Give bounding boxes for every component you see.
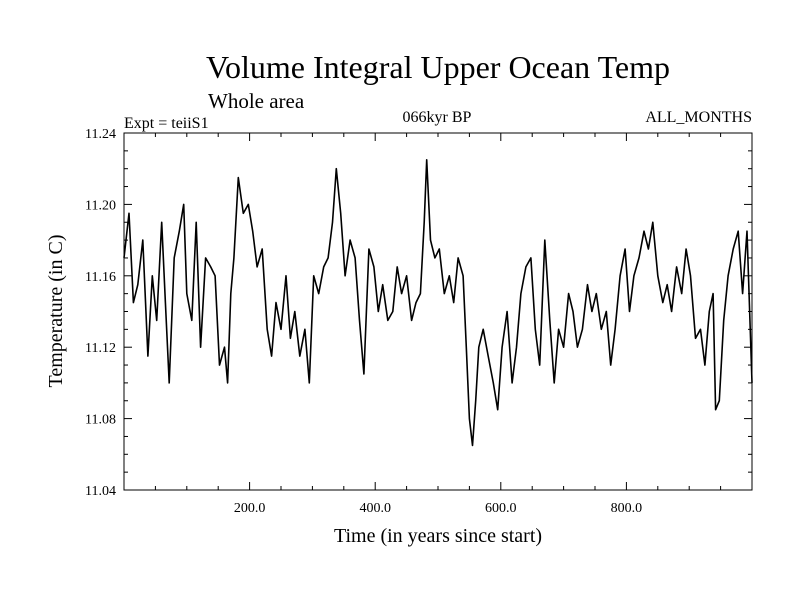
months-label: ALL_MONTHS — [645, 109, 752, 126]
chart-subtitle: Whole area — [208, 89, 305, 113]
y-tick-label: 11.16 — [85, 270, 116, 285]
x-axis-ticks: 200.0 400.0 600.0 800.0 — [154, 133, 722, 516]
x-tick-label: 200.0 — [234, 501, 266, 516]
y-tick-label: 11.20 — [85, 198, 116, 213]
y-axis-ticks: 11.04 11.08 11.12 11.16 11.20 11.24 — [85, 127, 752, 499]
x-tick-label: 800.0 — [611, 501, 643, 516]
y-tick-label: 11.12 — [85, 341, 116, 356]
y-axis-label: Temperature (in C) — [45, 235, 67, 388]
y-tick-label: 11.08 — [85, 413, 116, 428]
chart-title: Volume Integral Upper Ocean Temp — [206, 49, 670, 85]
x-tick-label: 400.0 — [359, 501, 391, 516]
series-line-0 — [123, 159, 753, 447]
series-group — [123, 159, 753, 447]
x-tick-label: 600.0 — [485, 501, 517, 516]
x-axis-label: Time (in years since start) — [334, 525, 542, 547]
y-tick-label: 11.04 — [85, 484, 116, 499]
period-label: 066kyr BP — [403, 109, 472, 126]
experiment-label: Expt = teiiS1 — [124, 115, 209, 132]
plot-frame — [123, 132, 753, 491]
y-tick-label: 11.24 — [85, 127, 116, 142]
